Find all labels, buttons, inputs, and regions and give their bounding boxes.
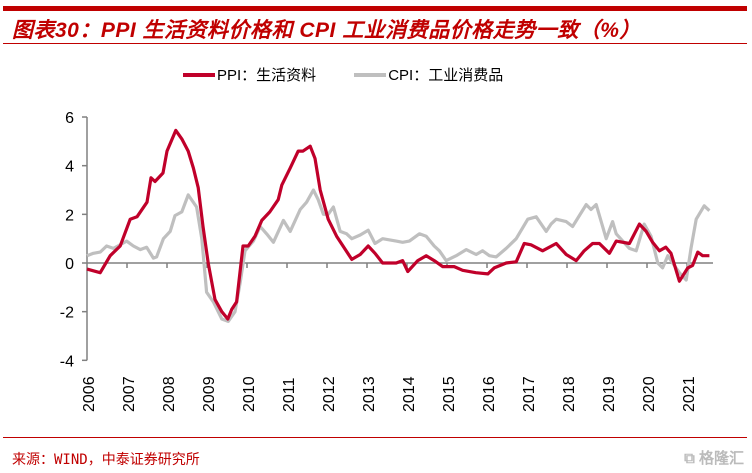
legend-swatch-cpi bbox=[354, 72, 387, 77]
legend-label-ppi: PPI：生活资料 bbox=[217, 67, 317, 84]
y-tick-label: -4 bbox=[60, 353, 74, 370]
y-tick-label: 6 bbox=[65, 110, 74, 127]
source-divider bbox=[3, 437, 747, 438]
x-tick-label: 2021 bbox=[681, 376, 698, 412]
x-tick-label: 2012 bbox=[321, 376, 338, 412]
y-tick-label: 0 bbox=[65, 256, 74, 273]
watermark-logo: ⧉ 格隆汇 bbox=[684, 450, 744, 467]
x-tick-label: 2016 bbox=[481, 376, 498, 412]
x-tick-label: 2009 bbox=[201, 376, 218, 412]
x-tick-label: 2015 bbox=[441, 376, 458, 412]
legend: PPI：生活资料 CPI：工业消费品 bbox=[183, 64, 541, 85]
x-tick-label: 2017 bbox=[521, 376, 538, 412]
x-tick-label: 2011 bbox=[281, 377, 298, 412]
x-tick-label: 2019 bbox=[601, 376, 618, 412]
x-tick-label: 2020 bbox=[641, 376, 658, 412]
series-line-ppi bbox=[86, 128, 710, 321]
legend-item-cpi: CPI：工业消费品 bbox=[354, 64, 503, 85]
legend-label-cpi: CPI：工业消费品 bbox=[388, 67, 504, 84]
y-tick-label: 4 bbox=[65, 159, 74, 176]
series-line-cpi bbox=[86, 188, 711, 323]
source-note: 来源：WIND，中泰证券研究所 bbox=[12, 452, 200, 468]
legend-swatch-ppi bbox=[183, 72, 215, 77]
y-tick-label: -2 bbox=[60, 305, 74, 322]
legend-item-ppi: PPI：生活资料 bbox=[183, 64, 316, 85]
title-top-bar bbox=[3, 6, 747, 11]
x-tick-label: 2010 bbox=[241, 376, 258, 412]
title-divider bbox=[3, 43, 747, 44]
x-tick-label: 2006 bbox=[81, 376, 98, 412]
x-tick-label: 2014 bbox=[401, 376, 418, 412]
x-tick-label: 2018 bbox=[561, 376, 578, 412]
x-tick-label: 2007 bbox=[121, 376, 138, 412]
x-tick-label: 2008 bbox=[161, 376, 178, 412]
watermark-text: 格隆汇 bbox=[698, 450, 744, 467]
x-tick-label: 2013 bbox=[361, 376, 378, 412]
chart-title: 图表30：PPI 生活资料价格和 CPI 工业消费品价格走势一致（%） bbox=[12, 19, 641, 42]
y-tick-label: 2 bbox=[65, 207, 74, 224]
